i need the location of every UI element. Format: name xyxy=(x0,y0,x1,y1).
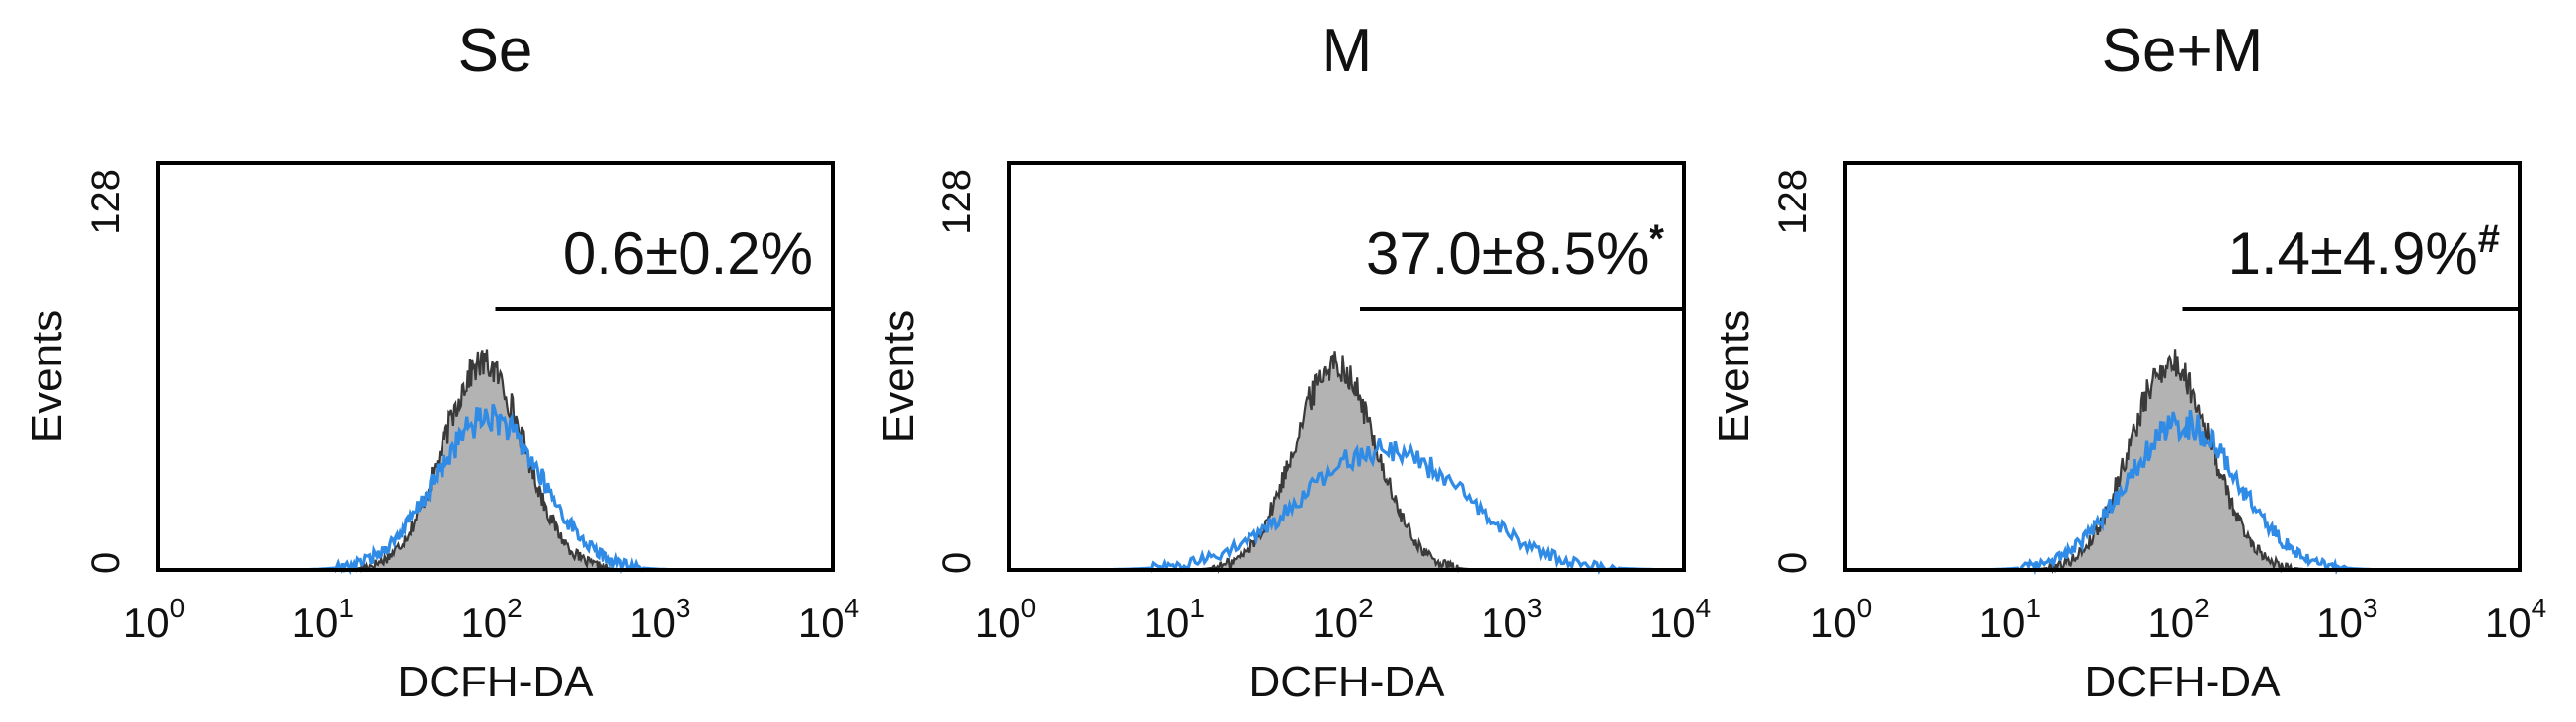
y-tick-label-min: 0 xyxy=(84,552,127,574)
gate-percent: 37.0±8.5% xyxy=(1366,220,1649,286)
x-tick-exponent: 2 xyxy=(1358,593,1374,623)
control-histogram-fill xyxy=(1189,351,1482,570)
x-tick-label: 104 xyxy=(1650,593,1711,646)
x-tick-base: 10 xyxy=(1811,600,1857,646)
plot-frame xyxy=(156,161,835,572)
x-tick-base: 10 xyxy=(2485,600,2532,646)
x-tick-exponent: 1 xyxy=(1189,593,1205,623)
significance-marker: * xyxy=(1649,217,1664,261)
x-tick-exponent: 3 xyxy=(2363,593,2378,623)
x-axis-label: DCFH-DA xyxy=(1249,658,1446,706)
gate-percent: 1.4±4.9% xyxy=(2228,220,2478,286)
gate-label: 0.6±0.2% xyxy=(563,220,813,286)
x-tick-base: 10 xyxy=(2316,600,2363,646)
x-tick-label: 104 xyxy=(2485,593,2546,646)
x-tick-label: 101 xyxy=(292,593,354,646)
treatment-histogram-line xyxy=(1981,410,2383,576)
control-histogram-line xyxy=(1188,351,1482,574)
y-axis-label: Events xyxy=(23,310,71,443)
y-tick-label-max: 128 xyxy=(935,169,979,235)
y-tick-label-max: 128 xyxy=(1771,169,1814,235)
x-tick-exponent: 2 xyxy=(507,593,523,623)
x-tick-exponent: 0 xyxy=(1021,593,1037,623)
x-tick-base: 10 xyxy=(1312,600,1358,646)
x-tick-base: 10 xyxy=(2147,600,2194,646)
x-tick-label: 100 xyxy=(1811,593,1872,646)
x-tick-label: 103 xyxy=(1481,593,1542,646)
x-tick-exponent: 1 xyxy=(338,593,354,623)
x-tick-label: 103 xyxy=(629,593,690,646)
treatment-histogram-line xyxy=(1092,438,1676,576)
treatment-histogram-line xyxy=(299,403,678,576)
gate-percent: 0.6±0.2% xyxy=(563,220,813,286)
y-tick-label-min: 0 xyxy=(1771,552,1814,574)
x-tick-label: 102 xyxy=(2147,593,2209,646)
x-tick-base: 10 xyxy=(798,600,845,646)
x-tick-base: 10 xyxy=(1144,600,1190,646)
x-tick-base: 10 xyxy=(1481,600,1527,646)
x-tick-label: 102 xyxy=(1312,593,1373,646)
x-tick-base: 10 xyxy=(629,600,676,646)
x-tick-exponent: 2 xyxy=(2194,593,2210,623)
control-histogram-line xyxy=(337,349,630,573)
control-histogram-fill xyxy=(338,349,630,570)
gate-label: 1.4±4.9%# xyxy=(2228,217,2500,286)
plot-frame xyxy=(1007,161,1686,572)
x-tick-base: 10 xyxy=(460,600,507,646)
x-tick-base: 10 xyxy=(1650,600,1696,646)
x-tick-label: 102 xyxy=(460,593,522,646)
panel-title: Se xyxy=(458,17,533,85)
x-tick-label: 101 xyxy=(1979,593,2041,646)
control-histogram-line xyxy=(2024,349,2317,575)
significance-marker: # xyxy=(2478,217,2500,261)
x-tick-label: 104 xyxy=(798,593,859,646)
y-tick-label-max: 128 xyxy=(84,169,127,235)
control-histogram-fill xyxy=(2025,349,2317,570)
x-tick-base: 10 xyxy=(1979,600,2026,646)
x-tick-exponent: 3 xyxy=(676,593,691,623)
x-tick-exponent: 1 xyxy=(2025,593,2041,623)
x-tick-label: 101 xyxy=(1144,593,1205,646)
x-tick-label: 100 xyxy=(123,593,185,646)
y-axis-label: Events xyxy=(874,310,923,443)
panel-title: M xyxy=(1322,17,1373,85)
x-tick-exponent: 4 xyxy=(2532,593,2547,623)
y-tick-label-min: 0 xyxy=(935,552,979,574)
x-tick-base: 10 xyxy=(975,600,1021,646)
x-tick-label: 103 xyxy=(2316,593,2377,646)
x-tick-base: 10 xyxy=(292,600,339,646)
plot-frame xyxy=(1843,161,2522,572)
x-tick-exponent: 0 xyxy=(170,593,186,623)
x-tick-base: 10 xyxy=(123,600,170,646)
x-axis-label: DCFH-DA xyxy=(2085,658,2282,706)
x-tick-label: 100 xyxy=(975,593,1036,646)
x-tick-exponent: 0 xyxy=(1857,593,1873,623)
x-axis-label: DCFH-DA xyxy=(398,658,595,706)
x-tick-exponent: 3 xyxy=(1527,593,1543,623)
x-tick-exponent: 4 xyxy=(1696,593,1712,623)
gate-label: 37.0±8.5%* xyxy=(1366,217,1664,286)
y-axis-label: Events xyxy=(1710,310,1758,443)
x-tick-exponent: 4 xyxy=(845,593,860,623)
panel-title: Se+M xyxy=(2102,17,2264,85)
